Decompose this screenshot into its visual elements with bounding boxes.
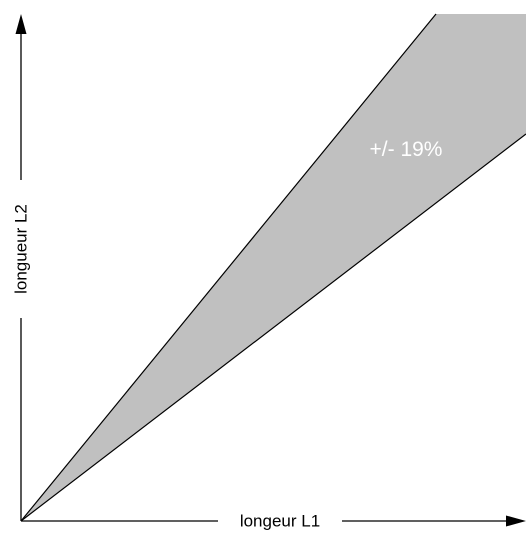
- upper-bound-line: [20, 13, 437, 522]
- tolerance-band: [21, 14, 526, 521]
- band-label: +/- 19%: [370, 138, 443, 161]
- x-axis-label: longeur L1: [240, 512, 320, 531]
- x-axis-arrowhead: [506, 515, 526, 527]
- y-axis-arrowhead: [15, 14, 27, 34]
- lower-bound-line: [20, 133, 526, 522]
- y-axis-label: longueur L2: [12, 204, 31, 294]
